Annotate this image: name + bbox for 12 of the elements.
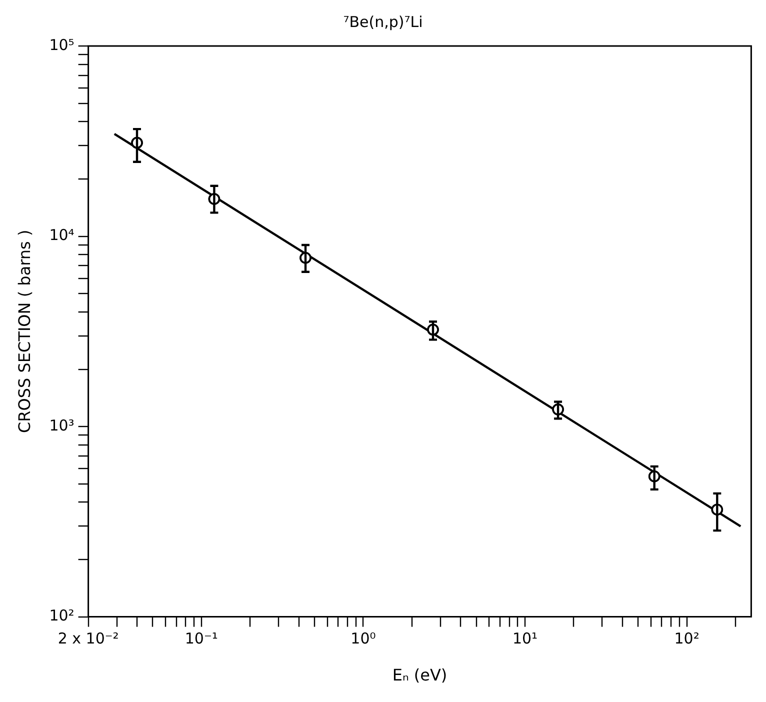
chart-title: ⁷Be(n,p)⁷Li — [343, 12, 423, 31]
y-tick-label: 10³ — [49, 416, 74, 434]
x-tick-label: 2 x 10⁻² — [58, 630, 119, 648]
x-tick-label: 10⁻¹ — [184, 630, 218, 648]
y-tick-label: 10⁵ — [49, 36, 74, 54]
x-tick-label: 10⁰ — [350, 630, 376, 648]
y-tick-label: 10² — [49, 606, 74, 625]
y-axis-title: CROSS SECTION ( barns ) — [14, 230, 34, 434]
x-tick-label: 10¹ — [512, 630, 538, 648]
x-tick-label: 10² — [674, 630, 700, 648]
x-axis-title: Eₙ (eV) — [392, 666, 448, 685]
y-tick-label: 10⁴ — [49, 226, 74, 244]
